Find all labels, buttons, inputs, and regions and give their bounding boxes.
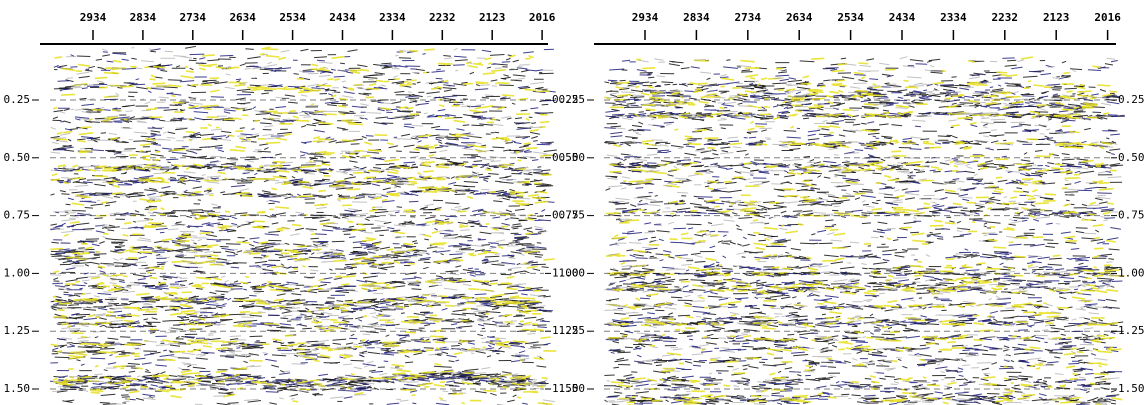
time-label: 1.50 xyxy=(559,382,586,395)
seismic-traces xyxy=(50,51,557,405)
time-label: 0.25 xyxy=(559,93,586,106)
trace-label: 2934 xyxy=(632,11,659,24)
trace-label: 2834 xyxy=(683,11,710,24)
time-label: 1.00 xyxy=(4,266,31,279)
trace-label: 2334 xyxy=(940,11,967,24)
trace-label: 2123 xyxy=(1043,11,1070,24)
trace-label: 2334 xyxy=(379,11,406,24)
time-label: 1.25 xyxy=(1118,324,1145,337)
seismic-traces xyxy=(604,59,1124,405)
seismic-traces xyxy=(604,57,1121,405)
trace-label: 2734 xyxy=(735,11,762,24)
time-label: 1.50 xyxy=(1118,382,1145,395)
trace-label: 2634 xyxy=(229,11,256,24)
trace-label: 2734 xyxy=(180,11,207,24)
time-label: 0.50 xyxy=(1118,151,1145,164)
trace-label: 2634 xyxy=(786,11,813,24)
trace-label: 2434 xyxy=(889,11,916,24)
time-label: 0.25 xyxy=(4,93,31,106)
time-label: 0.75 xyxy=(559,209,586,222)
seismic-traces xyxy=(604,58,1124,405)
time-label: 1.00 xyxy=(1118,266,1145,279)
seismic-traces xyxy=(604,58,1125,405)
trace-label: 2434 xyxy=(329,11,356,24)
time-label: 1.25 xyxy=(559,324,586,337)
time-label: 0.75 xyxy=(4,209,31,222)
trace-label: 2016 xyxy=(529,11,556,24)
seismic-traces xyxy=(604,57,1124,405)
time-label: 0.50 xyxy=(559,151,586,164)
trace-label: 2834 xyxy=(130,11,157,24)
time-label: 1.00 xyxy=(559,266,586,279)
seismic-section xyxy=(604,57,1125,405)
page: 2934 2834 2734 2634 2534 2434 2334 2232 2123 2016… xyxy=(0,0,1146,405)
time-label: 1.50 xyxy=(4,382,31,395)
time-label: 0.75 xyxy=(1118,209,1145,222)
trace-label: 2232 xyxy=(429,11,456,24)
seismic-traces xyxy=(50,48,555,405)
trace-label: 2232 xyxy=(992,11,1019,24)
trace-label: 2123 xyxy=(479,11,506,24)
time-label: 1.25 xyxy=(4,324,31,337)
figure: 2934 2834 2734 2634 2534 2434 2334 2232 2123 2016… xyxy=(0,0,1146,405)
seismic-traces xyxy=(50,49,556,405)
time-label: 0.25 xyxy=(1118,93,1145,106)
trace-label: 2534 xyxy=(837,11,864,24)
trace-label: 2534 xyxy=(279,11,306,24)
time-label: 0.50 xyxy=(4,151,31,164)
trace-label: 2016 xyxy=(1094,11,1121,24)
trace-label: 2934 xyxy=(80,11,107,24)
